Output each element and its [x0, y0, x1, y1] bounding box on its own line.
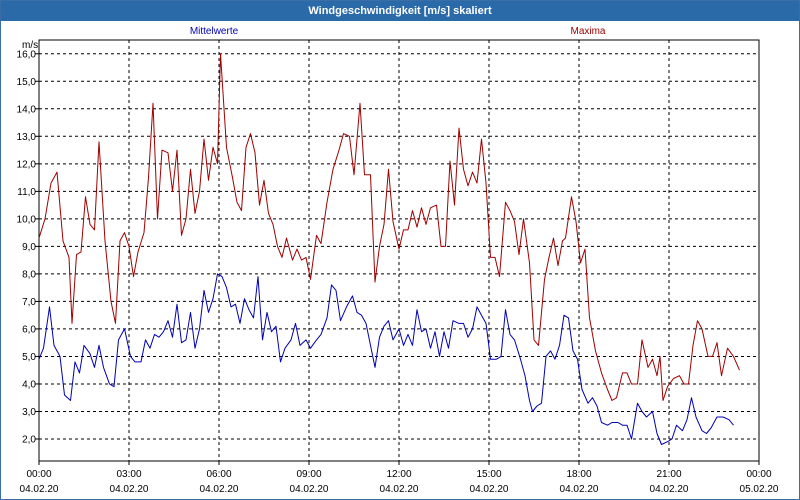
y-tick-label: 3,0: [22, 407, 36, 418]
series-line-maxima: [38, 53, 740, 401]
x-tick-date: 04.02.20: [110, 484, 149, 495]
y-axis-ticks: 2,0 3,0 4,0 5,0 6,0 7,0 8,0 9,0 10,0 11,0 12,0 13,0…: [17, 49, 39, 445]
y-tick-label: 14,0: [17, 104, 37, 115]
chart-title: Windgeschwindigkeit [m/s] skaliert: [1, 1, 799, 21]
y-axis-label: m/s: [22, 40, 38, 51]
y-tick-label: 10,0: [17, 214, 37, 225]
x-tick-time: 09:00: [296, 469, 321, 480]
x-tick-time: 03:00: [116, 469, 141, 480]
series-line-mittelwerte: [38, 273, 734, 445]
x-tick-date: 05.02.20: [740, 484, 779, 495]
y-tick-label: 2,0: [22, 434, 36, 445]
x-tick-time: 06:00: [206, 469, 231, 480]
x-tick-time: 18:00: [566, 469, 591, 480]
x-tick-time: 00:00: [26, 469, 51, 480]
x-tick-date: 04.02.20: [650, 484, 689, 495]
y-tick-label: 16,0: [17, 49, 37, 60]
x-tick-time: 15:00: [476, 469, 501, 480]
y-tick-label: 15,0: [17, 77, 37, 88]
y-tick-label: 13,0: [17, 132, 37, 143]
x-tick-date: 04.02.20: [470, 484, 509, 495]
legend-maxima: Maxima: [570, 26, 605, 37]
x-axis-ticks: 00:00 04.02.20 03:00 04.02.20 06:00 04.02.20 0…: [20, 461, 779, 495]
y-tick-label: 12,0: [17, 159, 37, 170]
y-tick-label: 7,0: [22, 297, 36, 308]
x-tick-time: 21:00: [656, 469, 681, 480]
y-tick-label: 5,0: [22, 352, 36, 363]
y-tick-label: 6,0: [22, 324, 36, 335]
y-tick-label: 4,0: [22, 379, 36, 390]
series-lines: [38, 53, 740, 445]
x-tick-time: 00:00: [746, 469, 771, 480]
x-tick-date: 04.02.20: [560, 484, 599, 495]
y-tick-label: 9,0: [22, 242, 36, 253]
x-tick-date: 04.02.20: [20, 484, 59, 495]
y-tick-label: 11,0: [17, 187, 36, 198]
y-tick-label: 8,0: [22, 269, 36, 280]
grid-lines: [39, 40, 759, 461]
x-tick-date: 04.02.20: [290, 484, 329, 495]
legend-mittelwerte: Mittelwerte: [190, 26, 239, 37]
x-tick-date: 04.02.20: [200, 484, 239, 495]
x-tick-time: 12:00: [386, 469, 411, 480]
x-tick-date: 04.02.20: [380, 484, 419, 495]
